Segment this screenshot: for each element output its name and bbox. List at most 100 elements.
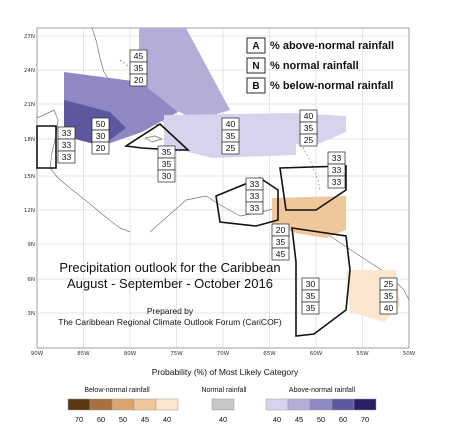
probability-value: 35: [304, 123, 314, 133]
caption-line3: Prepared by: [147, 306, 194, 316]
key-text: % above-normal rainfall: [270, 40, 394, 52]
probability-box: 33 33 33: [57, 126, 76, 164]
probability-box: 25 35 40: [379, 277, 398, 315]
below-swatch: [111, 398, 135, 411]
lat-label: 21N: [24, 102, 35, 108]
below-normal-label: Below-normal rainfall: [84, 387, 150, 394]
lon-label: 60W: [310, 351, 323, 357]
caption-line4: The Caribbean Regional Climate Outlook F…: [58, 317, 282, 327]
category-key: A % above-normal rainfall N % normal rainfa…: [246, 37, 394, 94]
probability-value: 35: [276, 237, 286, 247]
key-text: % normal rainfall: [270, 60, 359, 72]
probability-value: 35: [162, 159, 172, 169]
probability-value: 33: [332, 165, 342, 175]
caption-line2: August - September - October 2016: [67, 276, 273, 291]
key-letter-box: [246, 37, 266, 54]
below-tick: 45: [141, 415, 149, 424]
lat-label: 6N: [27, 277, 35, 283]
lat-label: 9N: [27, 242, 35, 248]
above-swatch: [353, 398, 377, 411]
probability-box: 20 35 45: [271, 223, 290, 261]
caption: Precipitation outlook for the Caribbean …: [58, 260, 282, 327]
probability-value: 33: [62, 128, 72, 138]
lon-label: 65W: [263, 351, 276, 357]
above-tick: 50: [317, 415, 325, 424]
lon-label: 50W: [403, 351, 416, 357]
probability-value: 35: [384, 291, 394, 301]
below-swatch: [67, 398, 91, 411]
lat-label: 27N: [24, 34, 35, 40]
lat-label: 18N: [24, 137, 35, 143]
probability-box: 33 33 33: [327, 151, 346, 189]
key-text: % below-normal rainfall: [270, 80, 393, 92]
lon-label: 80W: [124, 351, 137, 357]
region-outline-central: [36, 125, 57, 169]
above-tick: 45: [295, 415, 303, 424]
probability-value: 25: [304, 135, 314, 145]
lat-label: 12N: [24, 208, 35, 214]
lat-label: 3N: [27, 311, 35, 317]
probability-value: 40: [384, 303, 394, 313]
color-legend: Probability (%) of Most Likely Category …: [67, 367, 377, 424]
probability-value: 35: [226, 131, 236, 141]
region-outline-guyana: [291, 227, 351, 337]
probability-value: 20: [276, 225, 286, 235]
below-swatch: [89, 398, 113, 411]
probability-value: 33: [250, 191, 260, 201]
key-letter-box: [246, 77, 266, 94]
legend-swatches: 70 60 50 45 40 40 45 50 60 70 40: [67, 398, 377, 424]
outlined-regions: [36, 122, 351, 337]
probability-box: 35 35 30: [157, 145, 176, 183]
probability-value: 45: [134, 51, 144, 61]
probability-value: 30: [162, 171, 172, 181]
probability-box: 40 35 25: [299, 109, 318, 147]
normal-tick: 40: [219, 415, 227, 424]
probability-value: 33: [62, 140, 72, 150]
probability-box: 50 30 20: [91, 117, 110, 155]
below-tick: 70: [75, 415, 83, 424]
lon-label: 55W: [356, 351, 369, 357]
probability-value: 33: [62, 152, 72, 162]
below-tick: 50: [119, 415, 127, 424]
above-swatch: [331, 398, 355, 411]
above-tick: 40: [273, 415, 281, 424]
lon-label: 85W: [77, 351, 90, 357]
probability-value: 30: [306, 279, 316, 289]
latitude-labels: 27N 24N 21N 18N 15N 12N 9N 6N 3N: [24, 34, 35, 317]
probability-value: 35: [134, 63, 144, 73]
probability-value: 20: [134, 75, 144, 85]
probability-value: 20: [96, 143, 106, 153]
above-swatch: [265, 398, 289, 411]
probability-value: 35: [306, 291, 316, 301]
region-bahamas: [139, 28, 230, 120]
lat-label: 15N: [24, 174, 35, 180]
below-swatch: [133, 398, 157, 411]
probability-value: 50: [96, 119, 106, 129]
probability-value: 35: [306, 303, 316, 313]
above-normal-label: Above-normal rainfall: [289, 387, 356, 394]
lon-label: 70W: [217, 351, 230, 357]
probability-value: 25: [226, 143, 236, 153]
probability-box: 40 35 25: [221, 117, 240, 155]
probability-value: 33: [332, 177, 342, 187]
probability-value: 33: [332, 153, 342, 163]
probability-value: 33: [250, 203, 260, 213]
region-outline-jamaica: [123, 122, 191, 151]
key-letter: A: [252, 41, 259, 52]
probability-value: 45: [276, 249, 286, 259]
below-tick: 60: [97, 415, 105, 424]
above-swatch: [309, 398, 333, 411]
legend-title: Probability (%) of Most Likely Category: [152, 367, 299, 377]
lon-label: 75W: [170, 351, 183, 357]
lon-label: 90W: [31, 351, 44, 357]
probability-box: 45 35 20: [129, 49, 148, 87]
probability-value: 40: [304, 111, 314, 121]
probability-value: 33: [250, 179, 260, 189]
above-tick: 70: [361, 415, 369, 424]
probability-box: 33 33 33: [245, 177, 264, 215]
below-swatch: [155, 398, 179, 411]
probability-value: 30: [96, 131, 106, 141]
region-guianas-west: [272, 196, 346, 238]
